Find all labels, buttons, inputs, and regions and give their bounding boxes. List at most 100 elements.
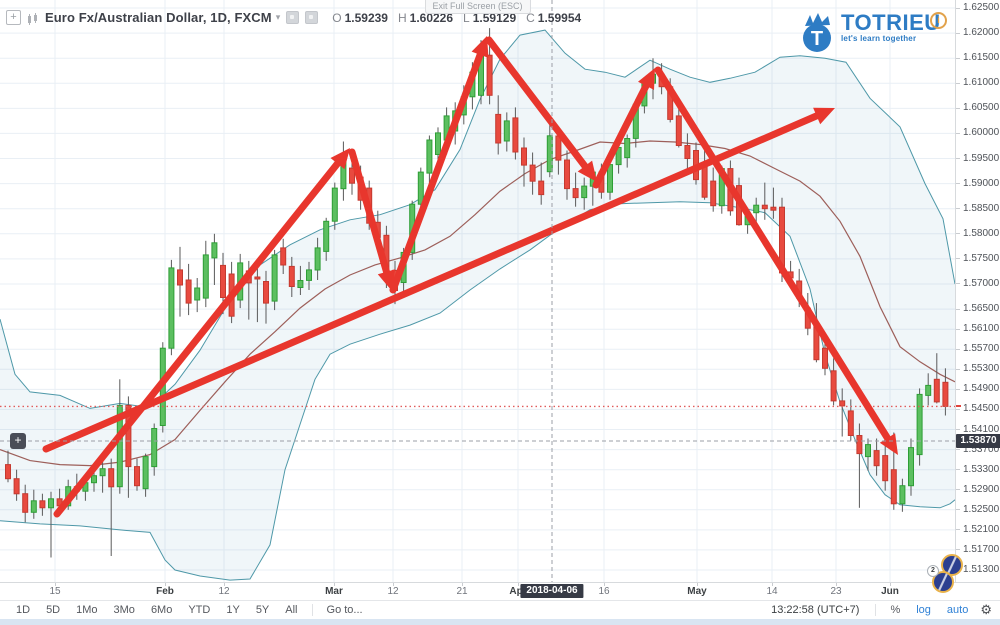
price-tick-label: 1.51300 <box>963 564 1000 576</box>
price-tick-mark <box>956 429 960 430</box>
crosshair-date-badge: 2018-04-06 <box>520 584 584 598</box>
price-tick-mark <box>956 7 960 9</box>
gear-icon[interactable]: ⚙ <box>980 602 992 617</box>
clock-readout[interactable]: 13:22:58 (UTC+7) <box>771 604 860 616</box>
price-tick-label: 1.55700 <box>963 343 1000 355</box>
range-button-all[interactable]: All <box>285 604 298 616</box>
price-tick-mark <box>956 509 960 511</box>
range-button-ytd[interactable]: YTD <box>188 604 211 616</box>
range-button-1mo[interactable]: 1Mo <box>76 604 98 616</box>
toolbar-right-group: 13:22:58 (UTC+7) % log auto ⚙ <box>771 602 992 618</box>
time-tick-label: Feb <box>156 586 174 597</box>
price-tick-label: 1.52900 <box>963 483 1000 495</box>
time-tick-label: Jun <box>881 586 899 597</box>
price-tick-label: 1.59000 <box>963 177 1000 189</box>
ohlc-readout: O 1.59239 H 1.60226 L 1.59129 C 1.59954 <box>332 11 581 25</box>
price-tick-mark <box>956 82 960 84</box>
australia-flag-icon <box>932 571 954 593</box>
price-tick-mark <box>956 57 960 59</box>
time-tick-mark <box>836 583 837 586</box>
price-tick-label: 1.60500 <box>963 102 1000 114</box>
time-tick-mark <box>55 583 56 586</box>
time-tick-label: 15 <box>49 586 61 597</box>
date-range-buttons: 1D 5D 1Mo 3Mo 6Mo YTD 1Y 5Y All <box>8 604 306 616</box>
price-tick-label: 1.51700 <box>963 543 1000 555</box>
candle-chart-icon <box>27 12 39 25</box>
log-scale-button[interactable]: log <box>916 604 931 616</box>
range-button-5y[interactable]: 5Y <box>255 604 270 616</box>
price-tick-label: 1.58000 <box>963 227 1000 239</box>
chart-legend-header: + Euro Fx/Australian Dollar, 1D, FXCM ▾ … <box>6 10 581 25</box>
chart-plot-area[interactable]: + Euro Fx/Australian Dollar, 1D, FXCM ▾ … <box>0 0 955 582</box>
time-tick-label: 16 <box>598 586 610 597</box>
toolbar-divider <box>875 604 877 616</box>
auto-scale-button[interactable]: auto <box>946 604 969 616</box>
range-button-5d[interactable]: 5D <box>46 604 61 616</box>
price-tick-mark <box>956 328 960 330</box>
currency-flags-widget[interactable]: 2 <box>925 547 970 599</box>
candlestick-chart-canvas[interactable] <box>0 0 955 582</box>
australia-flag-icon <box>941 554 963 576</box>
price-tick-mark <box>956 158 960 160</box>
price-tick-label: 1.52500 <box>963 503 1000 515</box>
range-button-3mo[interactable]: 3Mo <box>113 604 135 616</box>
time-tick-label: 12 <box>218 586 230 597</box>
price-tick-mark <box>956 408 960 410</box>
info-icon[interactable]: i <box>930 12 947 29</box>
time-tick-mark <box>772 583 773 586</box>
time-tick-label: Mar <box>325 586 343 597</box>
time-tick-mark <box>334 583 335 586</box>
range-button-1y[interactable]: 1Y <box>226 604 240 616</box>
price-tick-mark <box>956 529 960 531</box>
price-tick-mark <box>956 348 960 350</box>
crosshair-price-badge: 1.53870 <box>956 434 1000 449</box>
price-axis[interactable]: 1.53870 1.62500 1.62000 1.61500 1.61000 1.60… <box>955 0 1000 582</box>
bar-change-toggle-icon[interactable] <box>305 11 319 24</box>
ohlc-o-value: O 1.59239 <box>332 10 388 25</box>
price-tick-mark <box>956 183 960 185</box>
range-button-1d[interactable]: 1D <box>16 604 31 616</box>
ohlc-c-value: C 1.59954 <box>526 10 582 25</box>
time-tick-mark <box>462 583 463 586</box>
price-tick-label: 1.56100 <box>963 323 1000 335</box>
add-symbol-icon[interactable]: + <box>6 10 21 25</box>
time-tick-mark <box>165 583 166 586</box>
time-tick-label: 14 <box>766 586 778 597</box>
price-tick-label: 1.59500 <box>963 152 1000 164</box>
range-button-6mo[interactable]: 6Mo <box>150 604 173 616</box>
time-tick-label: 21 <box>456 586 468 597</box>
time-tick-mark <box>393 583 394 586</box>
price-tick-mark <box>956 469 960 471</box>
chevron-down-icon[interactable]: ▾ <box>275 12 281 22</box>
ohlc-l-value: L 1.59129 <box>463 10 517 25</box>
svg-text:T: T <box>811 28 823 50</box>
window-bottom-strip <box>0 618 1000 625</box>
price-tick-mark <box>956 489 960 491</box>
toolbar-divider <box>311 604 313 616</box>
time-tick-mark <box>224 583 225 586</box>
price-tick-mark <box>956 132 960 134</box>
price-tick-mark <box>956 308 960 310</box>
percent-scale-button[interactable]: % <box>890 604 901 616</box>
goto-button[interactable]: Go to... <box>326 604 363 616</box>
symbol-title[interactable]: Euro Fx/Australian Dollar, 1D, FXCM <box>45 10 272 25</box>
bottom-toolbar: 1D 5D 1Mo 3Mo 6Mo YTD 1Y 5Y All Go to... 13:22:5… <box>0 600 1000 619</box>
totrieu-logo: T TOTRIEU let's learn together <box>799 12 941 56</box>
price-tick-mark <box>956 549 960 551</box>
price-tick-mark <box>956 283 960 285</box>
time-tick-mark <box>697 583 698 586</box>
last-price-tick-mark <box>956 405 961 408</box>
add-alert-plus-button[interactable]: + <box>10 433 26 450</box>
price-tick-label: 1.53300 <box>963 463 1000 475</box>
price-tick-mark <box>956 208 960 210</box>
time-tick-label: 23 <box>830 586 842 597</box>
price-tick-label: 1.61500 <box>963 52 1000 64</box>
price-tick-label: 1.60000 <box>963 127 1000 139</box>
time-axis[interactable]: 2018-04-06 15 Feb 12 Mar 12 21 Apr 16 May 14 23 Jun <box>0 582 1000 601</box>
price-tick-mark <box>956 258 960 260</box>
price-tick-mark <box>956 107 960 109</box>
ohlc-toggle-icon[interactable] <box>286 11 300 24</box>
price-tick-label: 1.57500 <box>963 252 1000 264</box>
price-tick-label: 1.54900 <box>963 383 1000 395</box>
